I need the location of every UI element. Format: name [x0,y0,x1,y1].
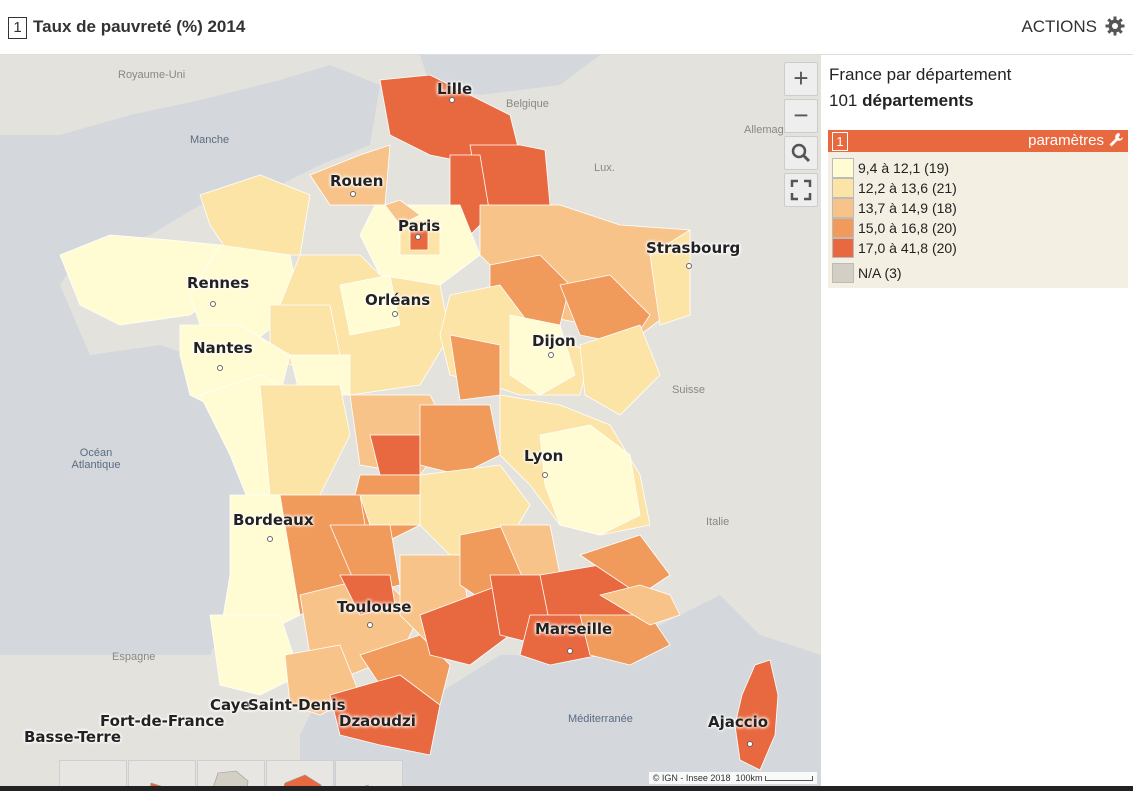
count-unit: départements [862,91,974,110]
bottom-bar [0,786,1133,791]
attribution-text: © IGN - Insee 2018 [652,773,731,783]
city-label-marseille: Marseille [535,620,613,638]
legend-label: 9,4 à 12,1 (19) [858,160,950,176]
legend-swatch [832,218,854,238]
legend-label: N/A (3) [858,265,902,281]
legend-number: 1 [832,132,848,151]
legend-label: 17,0 à 41,8 (20) [858,240,957,256]
inset-mayotte[interactable] [335,760,403,786]
city-label-orleans: Orléans [365,291,431,309]
legend-swatch [832,178,854,198]
city-label-strasbourg: Strasbourg [646,239,741,257]
zoom-out-button[interactable]: − [784,99,818,133]
search-button[interactable] [784,136,818,170]
legend-swatch [832,158,854,178]
city-label-dijon: Dijon [532,332,576,350]
country-label: Lux. [594,162,615,174]
city-label-rennes: Rennes [187,274,250,292]
city-label-saint-denis: Saint-Denis [248,696,346,714]
mayotte-shape [364,784,369,786]
search-icon [791,143,811,163]
guadeloupe-shape [60,761,126,786]
map-svg [0,55,821,786]
legend-swatch [832,198,854,218]
city-label-lyon: Lyon [524,447,564,465]
wrench-icon[interactable] [1108,132,1124,148]
legend-swatch [832,263,854,283]
legend-header: 1 paramètres [828,130,1128,152]
reunion-shape [283,774,322,786]
sea-label: Méditerranée [568,713,633,725]
city-label-rouen: Rouen [330,172,384,190]
city-label-dzaoudzi: Dzaoudzi [339,712,416,730]
city-label-ajaccio: Ajaccio [708,713,769,731]
city-label-bordeaux: Bordeaux [233,511,314,529]
scale-bar [765,776,813,782]
fullscreen-icon [790,179,812,201]
sea-label: Océan Atlantique [71,447,121,471]
country-label: Belgique [506,98,549,110]
count-label: 101 départements [829,91,974,111]
city-label-basse-terre: Basse-Terre [24,728,121,746]
scope-label: France par département [829,65,1012,84]
legend-swatch [832,238,854,258]
inset-martinique[interactable] [128,760,196,786]
legend-label: 15,0 à 16,8 (20) [858,220,957,236]
map-attribution: © IGN - Insee 2018 100km [648,772,817,784]
legend-label: 13,7 à 14,9 (18) [858,200,957,216]
city-label-cayenne: Caye [210,696,251,714]
map-number: 1 [8,17,27,39]
martinique-shape [150,782,162,786]
guyane-shape [213,770,249,786]
country-label: Italie [706,516,730,528]
city-label-lille: Lille [437,80,473,98]
actions-button[interactable]: ACTIONS [1021,17,1097,36]
scale-label: 100km [735,773,763,783]
city-label-paris: Paris [398,217,441,235]
legend: 1 paramètres 9,4 à 12,1 (19) 12,2 à 13,6… [828,130,1128,288]
map-canvas[interactable]: Royaume-Uni Belgique Allemagne Lux. Suis… [0,55,821,786]
country-label: Allemagne [744,124,796,136]
parameters-button[interactable]: paramètres [1028,132,1104,149]
country-label: Royaume-Uni [118,69,186,81]
page-title: Taux de pauvreté (%) 2014 [33,17,246,36]
zoom-in-button[interactable]: + [784,62,818,96]
gear-icon[interactable] [1105,16,1125,36]
info-panel: France par département 101 départements … [821,55,1133,786]
inset-guyane[interactable] [197,760,265,786]
fullscreen-button[interactable] [784,173,818,207]
city-label-fort-de-france: Fort-de-France [100,712,225,730]
city-label-nantes: Nantes [193,339,253,357]
country-label: Suisse [672,384,706,396]
country-label: Espagne [112,651,156,663]
header: 1 Taux de pauvreté (%) 2014 ACTIONS [0,0,1133,55]
count-value: 101 [829,91,858,110]
sea-label: Manche [190,134,230,146]
legend-label: 12,2 à 13,6 (21) [858,180,957,196]
inset-guadeloupe[interactable] [59,760,127,786]
city-label-toulouse: Toulouse [337,598,412,616]
inset-reunion[interactable] [266,760,334,786]
